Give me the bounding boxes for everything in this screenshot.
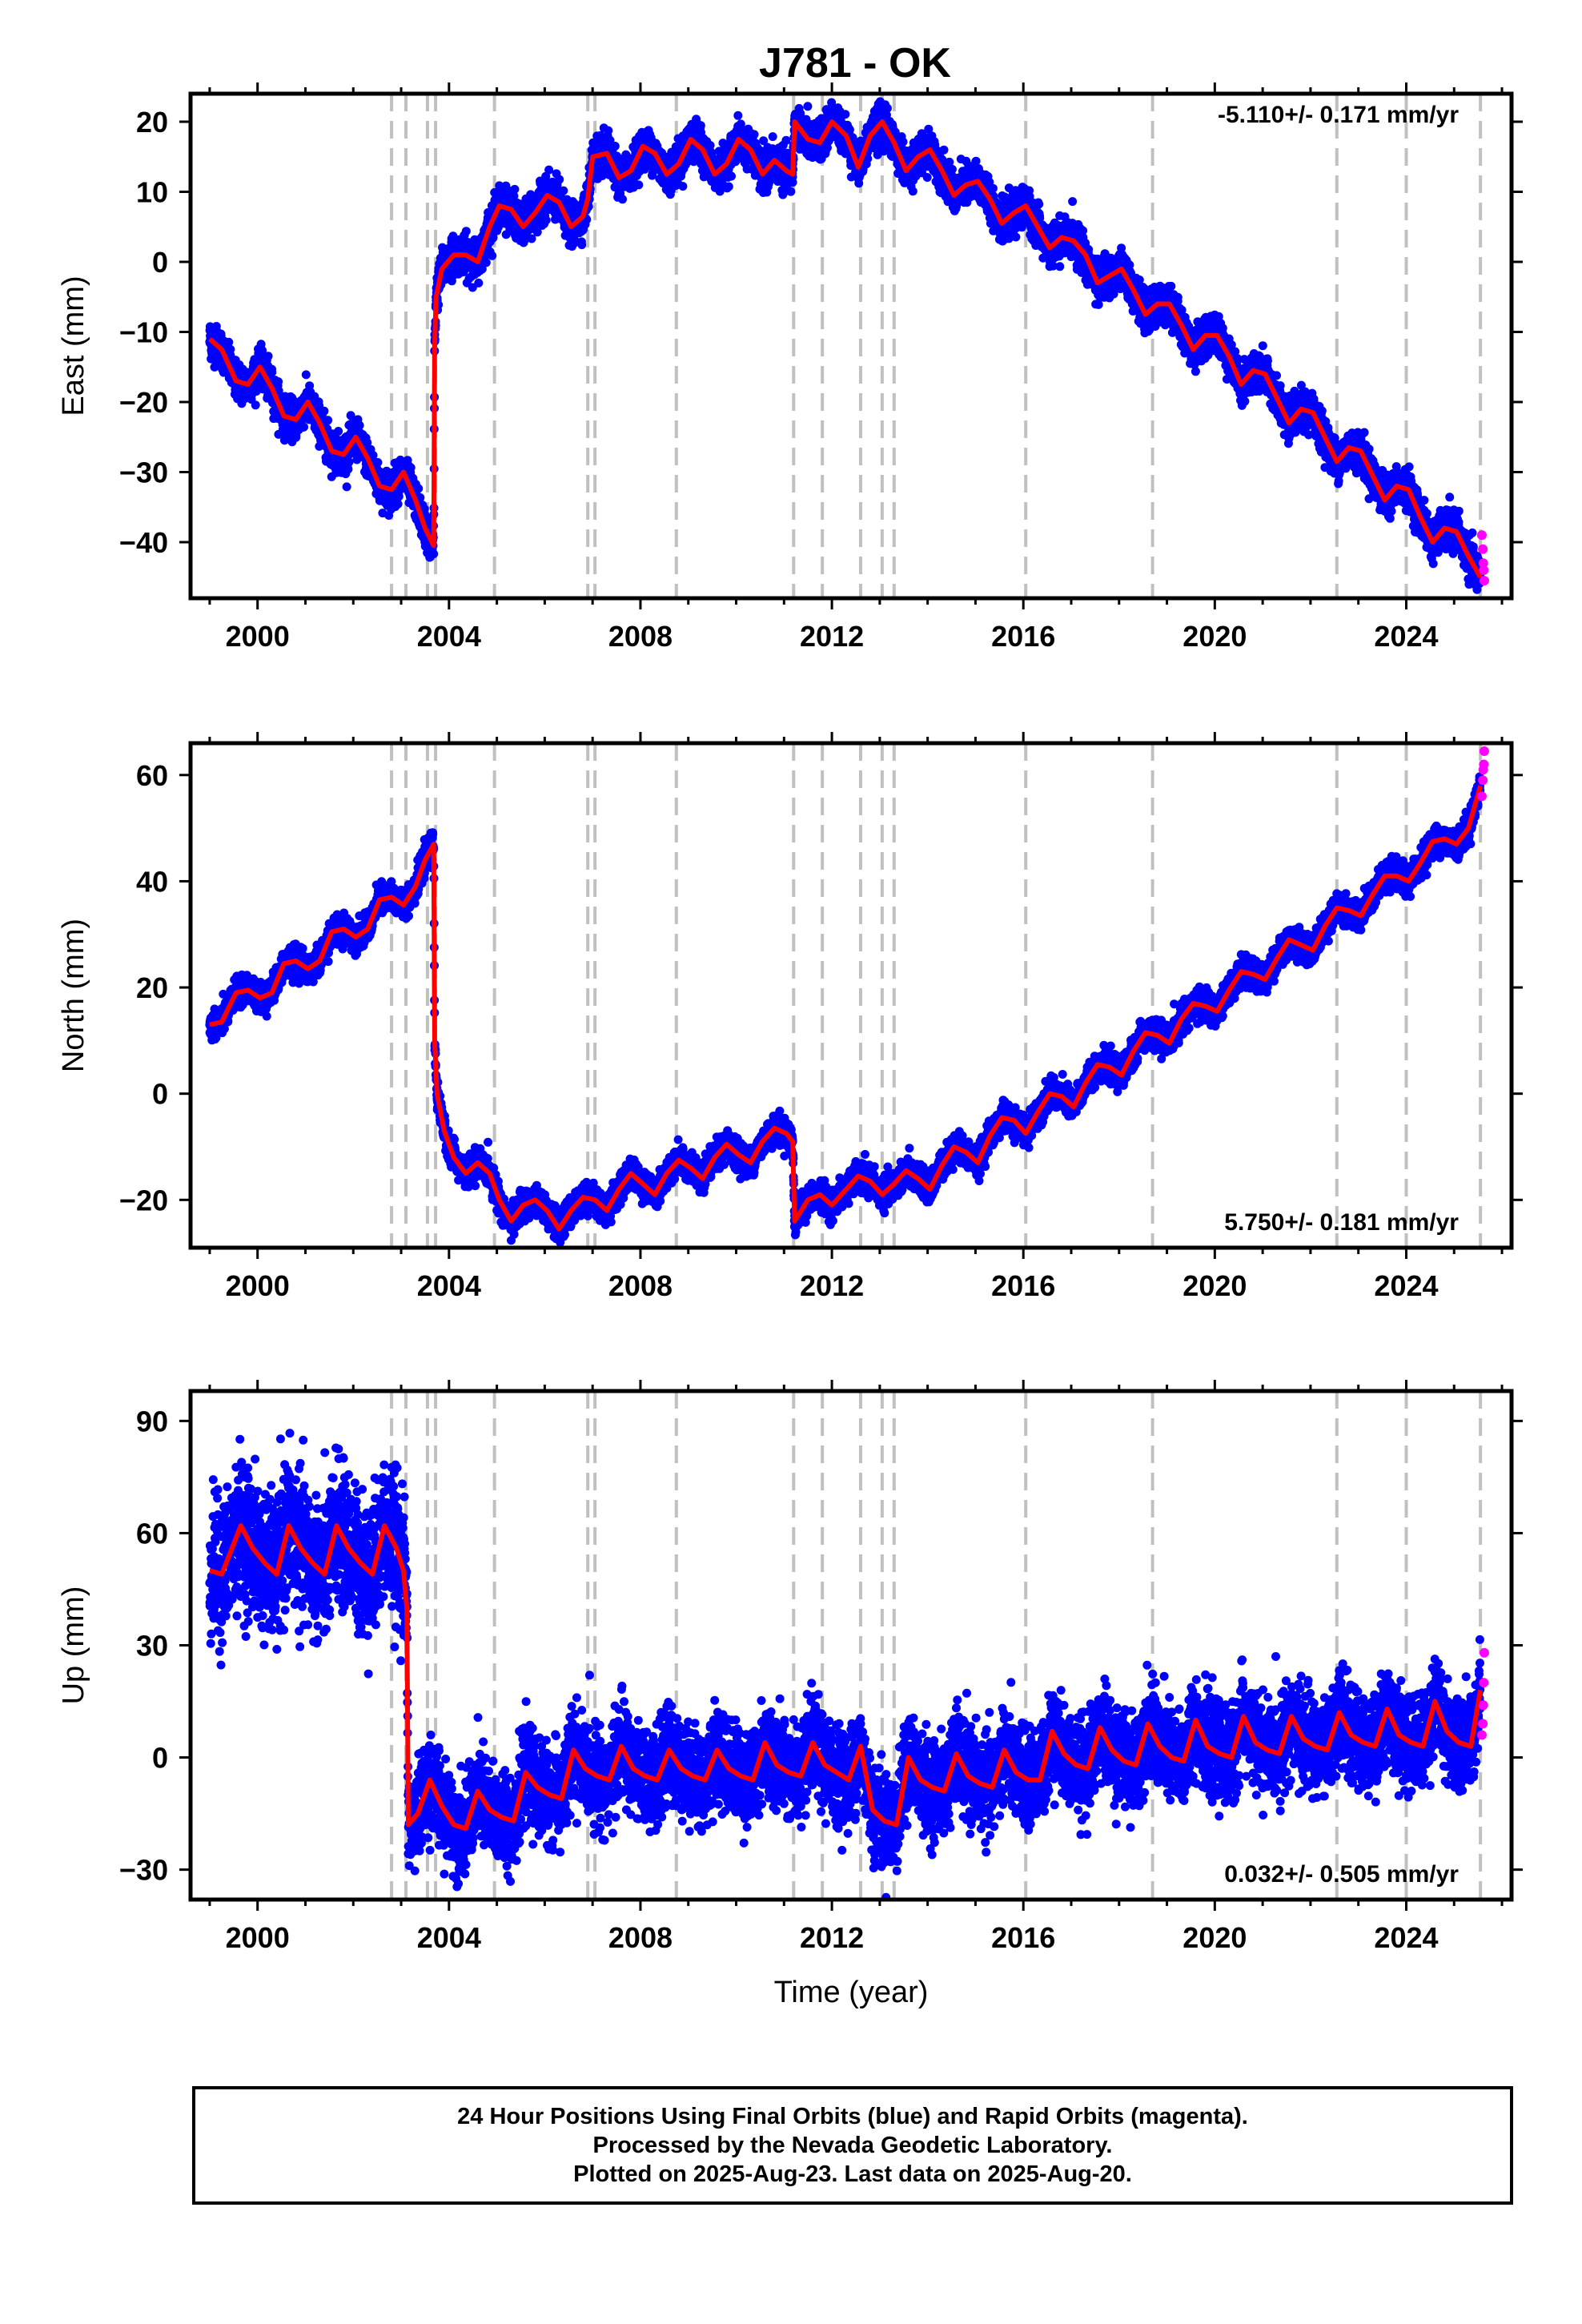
rapid-orbit-point	[1478, 558, 1488, 569]
rate-label: 0.032+/- 0.505 mm/yr	[1224, 1861, 1459, 1888]
x-tick-label: 2024	[1374, 1921, 1438, 1954]
rapid-orbit-point	[1479, 759, 1489, 770]
y-tick-label: −20	[119, 386, 168, 419]
x-tick-label: 2012	[800, 1269, 864, 1302]
final-orbit-points	[205, 97, 1485, 594]
y-tick-label: 60	[136, 759, 168, 792]
rapid-orbit-point	[1478, 544, 1488, 554]
x-tick-label: 2016	[991, 1921, 1055, 1954]
x-tick-label: 2012	[800, 1921, 864, 1954]
footer-line-2: Processed by the Nevada Geodetic Laborat…	[592, 2133, 1113, 2158]
y-tick-label: 60	[136, 1517, 168, 1550]
y-tick-label: −40	[119, 526, 168, 559]
rapid-orbit-point	[1478, 1719, 1488, 1729]
rate-label: -5.110+/- 0.171 mm/yr	[1218, 102, 1459, 128]
footer-line-1: 24 Hour Positions Using Final Orbits (bl…	[457, 2104, 1248, 2129]
footer-line-3: Plotted on 2025-Aug-23. Last data on 202…	[573, 2161, 1132, 2187]
rapid-orbit-point	[1478, 1700, 1488, 1711]
x-tick-label: 2016	[991, 620, 1055, 653]
y-tick-label: 0	[152, 246, 168, 279]
y-tick-label: −20	[119, 1184, 168, 1216]
x-tick-label: 2000	[226, 1921, 290, 1954]
rapid-orbit-point	[1478, 775, 1488, 786]
y-tick-label: 20	[136, 971, 168, 1004]
y-tick-label: 0	[152, 1078, 168, 1111]
panel-1: 2000 2004 2008 2012 2016 2020 2024 −40 −30 −20 −10…	[57, 82, 1523, 653]
plot-area	[205, 94, 1489, 598]
x-tick-label: 2004	[417, 1269, 481, 1302]
rapid-orbit-point	[1479, 1647, 1489, 1658]
rapid-orbit-point	[1479, 746, 1489, 756]
y-tick-label: −30	[119, 456, 168, 489]
rate-label: 5.750+/- 0.181 mm/yr	[1224, 1209, 1459, 1236]
final-orbit-points	[205, 772, 1485, 1247]
x-tick-label: 2008	[608, 1921, 673, 1954]
x-tick-label: 2020	[1182, 620, 1247, 653]
y-tick-label: 40	[136, 865, 168, 898]
panel-frame	[188, 91, 1514, 601]
rapid-orbit-point	[1479, 1678, 1489, 1688]
figure-title: J781 - OK	[759, 40, 951, 86]
x-tick-label: 2020	[1182, 1269, 1247, 1302]
rapid-orbit-point	[1476, 791, 1487, 802]
x-tick-label: 2012	[800, 620, 864, 653]
panel-3: 2000 2004 2008 2012 2016 2020 2024 −30 0 30 60 90 Up…	[57, 1380, 1523, 2009]
panels: 2000 2004 2008 2012 2016 2020 2024−40−30−20−10…	[57, 82, 1523, 2009]
rapid-orbit-point	[1476, 530, 1487, 541]
x-tick-label: 2024	[1374, 620, 1438, 653]
rapid-orbit-point	[1479, 565, 1489, 575]
y-tick-label: 90	[136, 1405, 168, 1437]
x-tick-label: 2004	[417, 1921, 481, 1954]
y-axis-label: Up (mm)	[57, 1586, 90, 1705]
panel-frame	[188, 741, 1514, 1250]
rapid-orbit-point	[1476, 1730, 1487, 1740]
model-line	[209, 1523, 1484, 1831]
x-tick-label: 2004	[417, 620, 481, 653]
x-tick-label: 2000	[226, 620, 290, 653]
final-orbit-points	[205, 1429, 1485, 1900]
y-axis-label: East (mm)	[57, 275, 90, 416]
rapid-orbit-point	[1479, 576, 1489, 586]
y-tick-label: 10	[136, 176, 168, 209]
y-axis-label: North (mm)	[57, 919, 90, 1072]
model-line	[207, 119, 1483, 579]
x-tick-label: 2008	[608, 620, 673, 653]
y-tick-label: −30	[119, 1854, 168, 1887]
panel-2: 2000 2004 2008 2012 2016 2020 2024 −20 0 20 40 60 No…	[57, 732, 1523, 1302]
x-tick-label: 2008	[608, 1269, 673, 1302]
y-tick-label: −10	[119, 316, 168, 349]
plot-area	[205, 743, 1489, 1248]
y-tick-label: 0	[152, 1742, 168, 1775]
x-tick-label: 2000	[226, 1269, 290, 1302]
plot-area	[205, 1391, 1489, 1900]
y-tick-label: 20	[136, 106, 168, 139]
y-tick-label: 30	[136, 1630, 168, 1663]
x-tick-label: 2016	[991, 1269, 1055, 1302]
x-tick-label: 2024	[1374, 1269, 1438, 1302]
model-line	[209, 785, 1483, 1232]
x-tick-label: 2020	[1182, 1921, 1247, 1954]
x-axis-label: Time (year)	[774, 1976, 929, 2009]
footer-box: 24 Hour Positions Using Final Orbits (bl…	[192, 2086, 1513, 2205]
